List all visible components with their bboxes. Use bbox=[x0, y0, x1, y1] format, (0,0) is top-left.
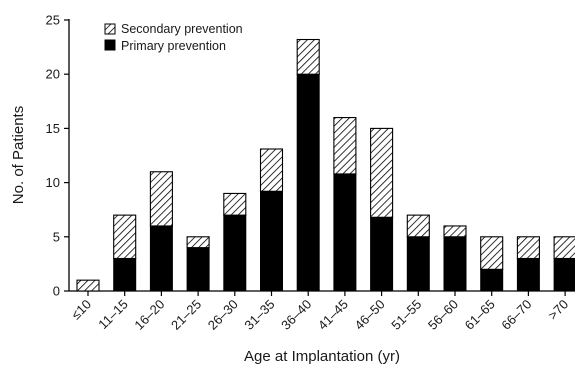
bar-secondary bbox=[370, 127, 394, 218]
x-tick-label: 21–25 bbox=[168, 297, 204, 333]
bar-primary bbox=[296, 73, 320, 292]
bar-primary bbox=[260, 190, 283, 292]
bar-secondary bbox=[223, 192, 247, 216]
y-tick-label: 5 bbox=[53, 229, 60, 244]
legend: Secondary prevention Primary prevention bbox=[104, 22, 243, 53]
bar-primary bbox=[149, 225, 173, 292]
x-tick-label: 11–15 bbox=[95, 297, 130, 332]
x-tick-label: 26–30 bbox=[205, 297, 241, 333]
bar-primary bbox=[370, 216, 394, 292]
legend-swatch-secondary bbox=[104, 23, 116, 35]
bar-primary bbox=[223, 214, 247, 292]
bar-primary bbox=[516, 257, 540, 292]
bar-secondary bbox=[553, 236, 575, 260]
y-tick-label: 20 bbox=[46, 67, 60, 82]
bar-primary bbox=[113, 257, 137, 292]
x-tick-label: 41–45 bbox=[315, 297, 351, 333]
y-axis-title: No. of Patients bbox=[10, 106, 27, 204]
x-tick-label: 31–35 bbox=[241, 297, 277, 333]
bar-secondary bbox=[259, 148, 284, 192]
bar-secondary bbox=[406, 214, 430, 238]
bar-primary bbox=[480, 268, 504, 292]
bar-secondary bbox=[516, 236, 540, 260]
bar-secondary bbox=[333, 117, 357, 175]
legend-swatch-primary bbox=[104, 39, 116, 51]
bar-secondary bbox=[76, 279, 100, 292]
x-tick-label: 16–20 bbox=[131, 297, 167, 333]
legend-label-primary: Primary prevention bbox=[121, 39, 226, 53]
bar-secondary bbox=[149, 171, 173, 227]
x-tick-label: 61–65 bbox=[462, 297, 498, 333]
bar-secondary bbox=[186, 236, 210, 249]
bar-primary bbox=[443, 236, 467, 292]
bar-secondary bbox=[480, 236, 504, 270]
x-axis-title: Age at Implantation (yr) bbox=[244, 348, 400, 365]
y-tick-label: 0 bbox=[53, 284, 60, 299]
x-tick-label: 46–50 bbox=[352, 297, 388, 333]
x-tick-label: 66–70 bbox=[498, 297, 534, 333]
x-tick-label: 51–55 bbox=[388, 297, 424, 333]
bar-secondary bbox=[296, 38, 320, 75]
legend-label-secondary: Secondary prevention bbox=[121, 22, 243, 36]
y-tick-label: 10 bbox=[46, 175, 60, 190]
plot-area: 0 5 10 15 20 25 ≤10 11–15 16–20 21–25 26–30 31–35 36… bbox=[46, 13, 575, 333]
bar-primary bbox=[406, 236, 430, 292]
x-tick-label: 36–40 bbox=[278, 297, 314, 333]
bar-primary bbox=[333, 173, 357, 292]
bar-secondary bbox=[113, 214, 137, 260]
bar-primary bbox=[553, 257, 575, 292]
y-tick-label: 15 bbox=[46, 121, 60, 136]
bar-secondary bbox=[443, 225, 467, 238]
x-tick-label: ≤10 bbox=[68, 297, 94, 323]
bar-primary bbox=[186, 247, 210, 292]
x-tick-label: >70 bbox=[545, 297, 571, 323]
y-tick-label: 25 bbox=[46, 13, 60, 28]
x-tick-label: 56–60 bbox=[425, 297, 461, 333]
